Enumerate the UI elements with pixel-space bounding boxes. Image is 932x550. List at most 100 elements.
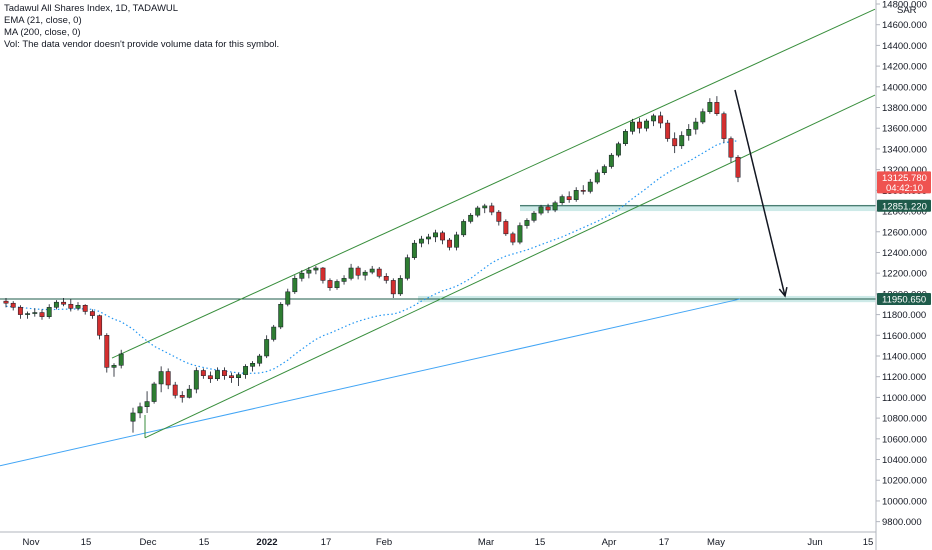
candle: [651, 113, 657, 127]
candle-body: [545, 206, 551, 211]
price-label-bg: [877, 171, 931, 194]
candle: [531, 211, 537, 223]
candle-body: [158, 371, 164, 385]
price-tick-label: 12400.000: [882, 248, 927, 259]
time-tick-label: Jun: [807, 537, 822, 548]
candle-body: [608, 154, 614, 167]
candle: [447, 237, 453, 251]
candle-body: [75, 305, 81, 309]
candle: [222, 367, 227, 380]
candle: [482, 203, 488, 214]
candle-body: [601, 166, 607, 174]
candle-body: [707, 102, 713, 112]
price-label-bg: [877, 292, 931, 305]
candle-body: [257, 355, 263, 364]
time-axis[interactable]: Nov 15 Dec 15 2022 17 Feb Mar 15 Apr 17 May Jun 15: [0, 531, 876, 548]
candle-body: [390, 280, 396, 295]
candle-body: [82, 305, 88, 312]
candle-body: [306, 269, 312, 274]
candle-body: [3, 300, 9, 304]
candle-body: [418, 238, 424, 244]
candle: [75, 302, 81, 311]
candle: [714, 96, 720, 116]
candle-body: [200, 370, 206, 376]
price-tick-label: 13800.000: [882, 103, 927, 114]
candle-body: [271, 326, 277, 340]
candle: [411, 240, 417, 260]
candle: [503, 219, 509, 236]
price-tick-label: 14800.000: [882, 0, 927, 11]
candle-body: [411, 242, 417, 258]
candle: [306, 266, 312, 279]
ma200-line: [0, 298, 741, 467]
price-tick-label: 10200.000: [882, 476, 927, 487]
candle: [207, 371, 213, 383]
time-tick-label: May: [707, 537, 725, 548]
candle-body: [285, 291, 291, 305]
time-tick-label: 15: [535, 537, 546, 548]
candle-body: [53, 301, 59, 308]
candle: [390, 278, 396, 299]
candle: [250, 361, 256, 372]
candle: [376, 266, 382, 279]
currency-label: SAR: [897, 5, 917, 16]
candle-body: [172, 384, 178, 396]
candle-body: [264, 339, 270, 357]
candle: [313, 265, 319, 275]
candle: [573, 187, 579, 202]
candle: [299, 270, 305, 282]
price-tick-label: 10000.000: [882, 496, 927, 507]
candle-body: [236, 374, 241, 378]
candle: [672, 132, 678, 154]
candle-body: [615, 143, 621, 156]
candle-body: [573, 190, 579, 200]
candle: [214, 367, 220, 381]
candle-body: [292, 278, 298, 293]
candle-body: [672, 138, 678, 147]
candle: [679, 131, 685, 149]
price-tick-label: 12600.000: [882, 227, 927, 238]
candle-body: [735, 156, 741, 178]
candle: [17, 305, 23, 319]
channel-lower-line: [144, 94, 876, 439]
projection-arrow: [734, 89, 786, 297]
candle: [10, 301, 16, 311]
candle-body: [397, 278, 403, 295]
candle-body: [489, 205, 495, 213]
candle: [32, 308, 38, 317]
candle-body: [243, 366, 249, 375]
candle-body: [118, 353, 124, 366]
candle-body: [207, 375, 213, 380]
candle-body: [468, 214, 474, 222]
candle: [594, 169, 600, 185]
time-tick-label: 2022: [256, 537, 277, 548]
candle-body: [454, 234, 460, 248]
candle-body: [721, 113, 727, 139]
candle-body: [665, 122, 671, 139]
price-tick-label: 11800.000: [882, 310, 926, 321]
candle-body: [313, 267, 319, 271]
candle: [524, 218, 530, 229]
candle-body: [559, 196, 565, 204]
candle: [658, 111, 664, 129]
candle-body: [320, 267, 326, 281]
price-tick-label: 10600.000: [882, 434, 927, 445]
candle: [68, 299, 74, 312]
price-axis[interactable]: 9800.000 10000.000 10200.000 10400.000 10600…: [875, 0, 927, 550]
candle-body: [552, 202, 558, 211]
candle-body: [17, 307, 23, 315]
candle: [348, 263, 354, 281]
candle: [320, 266, 326, 284]
candle: [327, 278, 333, 291]
legend-vol: Vol: The data vendor doesn't provide vol…: [4, 39, 280, 50]
candle: [637, 117, 642, 134]
legend-ema: EMA (21, close, 0): [4, 15, 82, 26]
candle: [735, 155, 741, 183]
candle: [644, 118, 649, 132]
candle-body: [686, 129, 692, 136]
time-tick-label: Dec: [140, 537, 157, 548]
price-tick-label: 10800.000: [882, 414, 927, 425]
candle: [179, 391, 185, 403]
